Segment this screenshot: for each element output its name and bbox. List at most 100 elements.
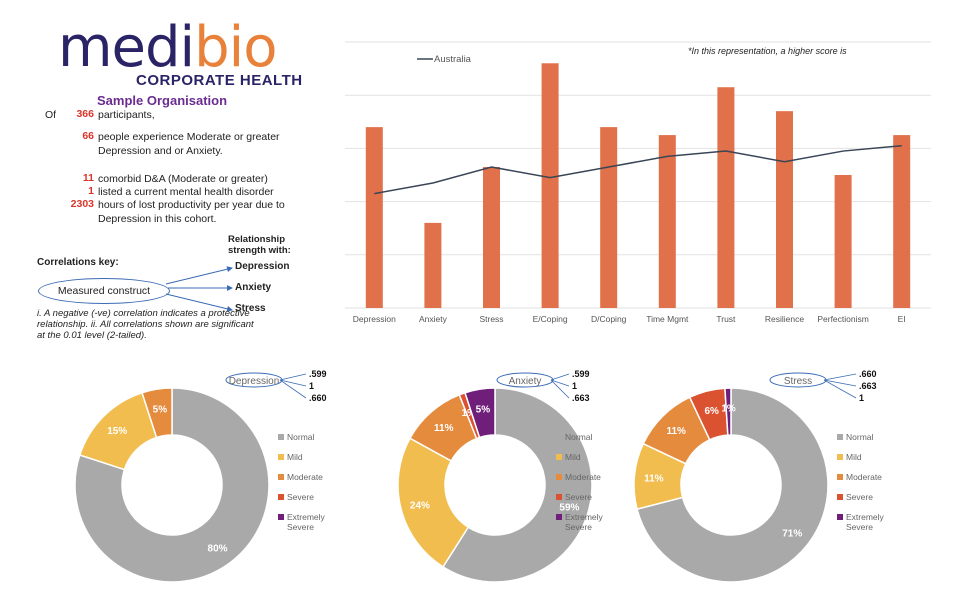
slice-normal — [441, 387, 593, 583]
x-tick-label: E/Coping — [533, 314, 568, 324]
bar-depression — [365, 127, 383, 309]
stat-comorbid-value: 11 — [82, 172, 94, 184]
legend-swatch — [837, 454, 843, 460]
slice-value-label: 11% — [666, 426, 686, 437]
slice-moderate — [141, 387, 173, 439]
correlation-value: .663 — [859, 381, 877, 391]
x-tick-label: Anxiety — [419, 314, 448, 324]
slice-value-label: 5% — [153, 404, 168, 415]
legend-swatch — [556, 474, 562, 480]
scores-bar-chart: Depression Anxiety Stress E/Coping D/Coping T… — [345, 41, 931, 324]
arrow-to-depression — [165, 266, 233, 285]
legend-label: Severe — [287, 492, 314, 502]
depression-donut-chart: 80%15%5%NormalMildModerateSevereExtremel… — [74, 370, 327, 583]
bar-ei — [893, 135, 911, 308]
correlation-arrow — [823, 379, 857, 387]
correlation-value: .599 — [572, 370, 590, 379]
legend-swatch — [556, 454, 562, 460]
legend-swatch — [837, 514, 843, 520]
legend-label: Mild — [846, 452, 862, 462]
legend-label: Normal — [565, 432, 593, 442]
logo-subtitle: CORPORATE HEALTH — [136, 72, 303, 89]
anxiety-donut-chart: 59%24%11%1% 5%NormalMildModerateSevereExt… — [397, 370, 604, 583]
correlation-arrow — [550, 379, 570, 399]
correlation-value: .660 — [309, 393, 327, 403]
x-tick-label: Perfectionism — [817, 314, 869, 324]
slice-normal — [636, 387, 829, 583]
medibio-logo: medibio — [58, 15, 277, 80]
slice-value-label: 11% — [434, 423, 454, 434]
stat-participants-value: 366 — [76, 108, 94, 120]
bar-dcoping — [600, 127, 618, 309]
correlation-value: 1 — [572, 381, 577, 391]
slice-value-label: 59% — [559, 503, 579, 514]
legend-swatch — [278, 434, 284, 440]
key-target-anxiety: Anxiety — [235, 282, 272, 293]
bar-perfectionism — [834, 175, 852, 308]
bar-trust — [717, 87, 735, 308]
legend-label: Extremely — [565, 512, 604, 522]
logo-bio-text: bio — [194, 15, 277, 80]
correlation-value: 1 — [859, 393, 864, 403]
stress-donut-chart: 71%11%11%6% 1%NormalMildModerateSevereExt… — [633, 370, 885, 583]
legend-label: Severe — [565, 522, 592, 532]
stat-moderate-value: 66 — [82, 130, 94, 142]
x-tick-label: Time Mgmt — [646, 314, 689, 324]
organisation-name: Sample Organisation — [97, 93, 228, 108]
australia-line — [374, 144, 902, 195]
bar-ecoping — [541, 63, 559, 308]
bar-timemgmt — [658, 135, 676, 308]
correlation-arrow — [823, 379, 857, 399]
legend-label: Severe — [287, 522, 314, 532]
slice-value-label: 11% — [644, 474, 664, 485]
correlation-arrow — [550, 379, 570, 387]
legend-swatch — [278, 474, 284, 480]
x-tick-label: EI — [898, 314, 906, 324]
slice-value-label: 15% — [107, 426, 127, 437]
construct-name: Stress — [784, 376, 812, 387]
stat-disorder-text: listed a current mental health disorder — [98, 186, 274, 198]
legend-swatch — [556, 494, 562, 500]
x-tick-label: Depression — [353, 314, 396, 324]
correlation-value: 1 — [309, 381, 314, 391]
chart-note: *In this representation, a higher score … — [688, 46, 847, 56]
logo-medi-text: medi — [58, 15, 195, 80]
legend-swatch — [837, 494, 843, 500]
legend-label: Extremely — [846, 512, 885, 522]
correlation-arrow — [279, 379, 307, 399]
relationship-strength-title: Relationship strength with: — [228, 234, 291, 256]
measured-construct-ellipse: Measured construct — [38, 278, 170, 304]
stat-moderate-text: people experience Moderate or greater De… — [98, 131, 280, 157]
stat-prefix-of: Of — [45, 109, 57, 121]
slice-mild — [397, 437, 470, 568]
key-target-stress: Stress — [235, 303, 266, 314]
correlation-arrow — [823, 373, 857, 381]
legend-label: Mild — [287, 452, 303, 462]
slice-extremely-severe — [724, 387, 732, 436]
slice-value-label: 71% — [782, 529, 802, 540]
x-tick-label: D/Coping — [591, 314, 627, 324]
legend-swatch — [278, 514, 284, 520]
construct-name: Anxiety — [509, 376, 542, 387]
legend-label: Moderate — [846, 472, 882, 482]
correlations-key-title: Correlations key: — [37, 257, 119, 268]
arrow-to-stress — [165, 293, 233, 312]
slice-value-label: 1% — [721, 404, 736, 415]
construct-ellipse — [225, 372, 283, 388]
correlation-arrow — [279, 373, 307, 381]
stat-hours-value: 2303 — [70, 198, 94, 210]
correlation-arrow — [279, 379, 307, 387]
correlation-value: .660 — [859, 370, 877, 379]
legend-label: Severe — [846, 492, 873, 502]
legend-label: Extremely — [287, 512, 326, 522]
legend-label: Severe — [565, 492, 592, 502]
legend-australia-label: Australia — [434, 54, 472, 65]
key-arrows — [165, 266, 233, 312]
legend-label: Moderate — [287, 472, 323, 482]
correlation-arrow — [550, 373, 570, 381]
bar-anxiety — [424, 222, 442, 308]
legend-label: Moderate — [565, 472, 601, 482]
slice-value-label: 80% — [208, 544, 228, 555]
x-tick-label: Stress — [479, 314, 503, 324]
legend-swatch — [278, 454, 284, 460]
